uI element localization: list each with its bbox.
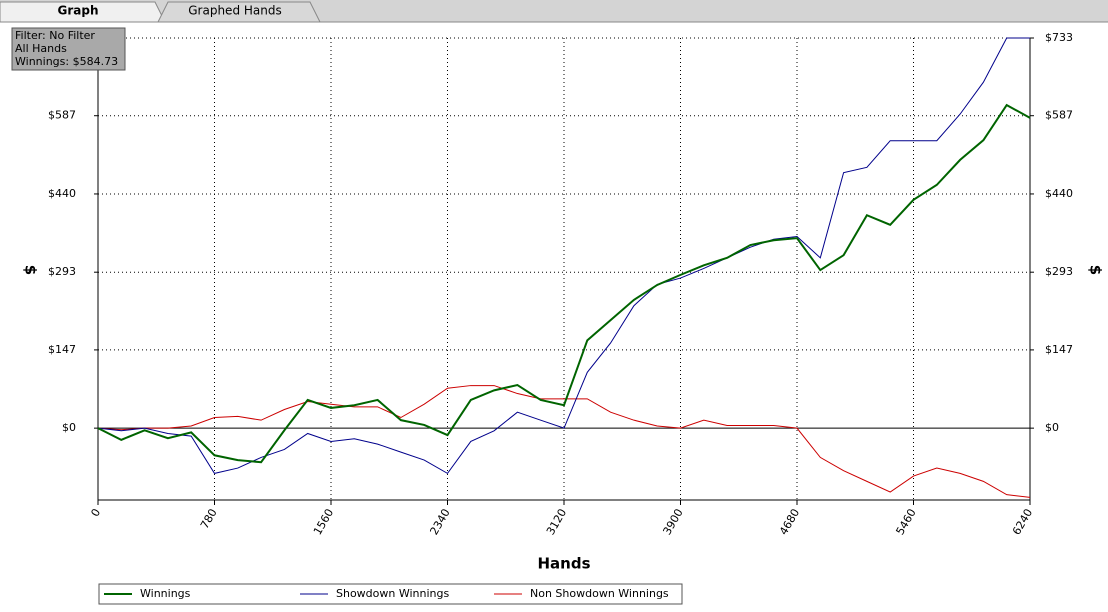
x-tick-label: 3900 [660, 507, 685, 538]
y2-tick-label: $440 [1045, 187, 1073, 200]
y2-tick-label: $733 [1045, 31, 1073, 44]
legend-label: Non Showdown Winnings [530, 587, 669, 600]
info-box [11, 27, 126, 71]
y2-axis-label: $ [1087, 265, 1105, 275]
legend [98, 583, 683, 605]
y-tick-label: $147 [48, 343, 76, 356]
x-tick-label: 2340 [427, 507, 452, 538]
plot: $0 $0 $147 $147 $293 $293 $440 $440 $587 $587 $733… [48, 31, 1073, 537]
y2-tick-label: $293 [1045, 265, 1073, 278]
y-tick-label: $293 [48, 265, 76, 278]
x-tick-label: 0 [88, 507, 103, 520]
x-tick-label: 6240 [1010, 507, 1035, 538]
x-axis-label: Hands [537, 555, 590, 573]
x-tick-label: 4680 [777, 507, 802, 538]
x-tick-label: 1560 [311, 507, 336, 538]
info-line: Filter: No Filter [15, 29, 95, 42]
info-line: All Hands [15, 42, 67, 55]
x-tick-label: 780 [198, 507, 220, 532]
y-tick-label: $440 [48, 187, 76, 200]
legend-label: Winnings [140, 587, 191, 600]
y2-tick-label: $587 [1045, 109, 1073, 122]
series-line [97, 103, 1031, 464]
y-tick-label: $0 [62, 421, 76, 434]
y2-tick-label: $0 [1045, 421, 1059, 434]
tab-label: Graphed Hands [188, 4, 281, 18]
y-axis-label: $ [22, 265, 40, 275]
series-line [97, 37, 1030, 475]
info-line: Winnings: $584.73 [15, 55, 118, 68]
x-tick-label: 5460 [893, 507, 918, 538]
y-tick-label: $587 [48, 109, 76, 122]
x-tick-label: 3120 [544, 507, 569, 538]
tab-label: Graph [58, 4, 99, 18]
y2-tick-label: $147 [1045, 343, 1073, 356]
legend-label: Showdown Winnings [336, 587, 450, 600]
series-line [97, 385, 1031, 498]
